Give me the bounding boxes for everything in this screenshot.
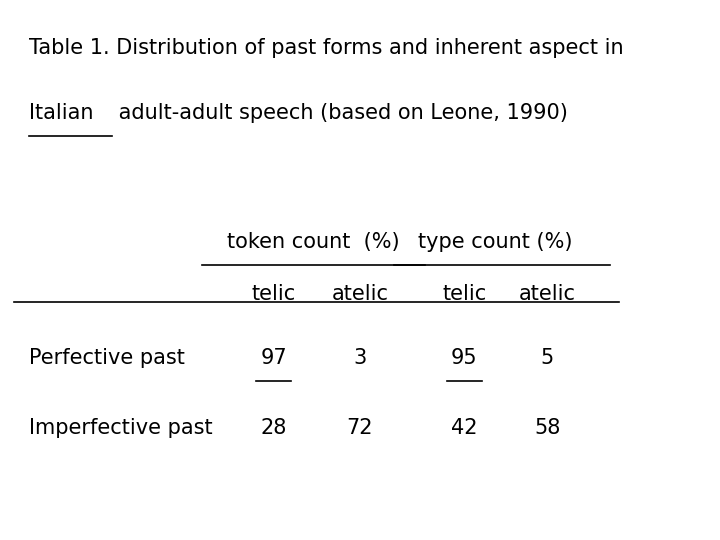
Text: atelic: atelic [518, 284, 576, 303]
Text: type count (%): type count (%) [418, 232, 586, 252]
Text: token count  (%): token count (%) [227, 232, 400, 252]
Text: 95: 95 [451, 348, 477, 368]
Text: Perfective past: Perfective past [29, 348, 184, 368]
Text: Table 1. Distribution of past forms and inherent aspect in: Table 1. Distribution of past forms and … [29, 38, 624, 58]
Text: 72: 72 [347, 418, 373, 438]
Text: 97: 97 [261, 348, 287, 368]
Text: Italian: Italian [29, 103, 94, 123]
Text: 5: 5 [541, 348, 554, 368]
Text: telic: telic [442, 284, 487, 303]
Text: telic: telic [251, 284, 296, 303]
Text: adult-adult speech (based on Leone, 1990): adult-adult speech (based on Leone, 1990… [112, 103, 568, 123]
Text: 28: 28 [261, 418, 287, 438]
Text: 3: 3 [354, 348, 366, 368]
Text: 58: 58 [534, 418, 560, 438]
Text: 42: 42 [451, 418, 477, 438]
Text: atelic: atelic [331, 284, 389, 303]
Text: Imperfective past: Imperfective past [29, 418, 212, 438]
